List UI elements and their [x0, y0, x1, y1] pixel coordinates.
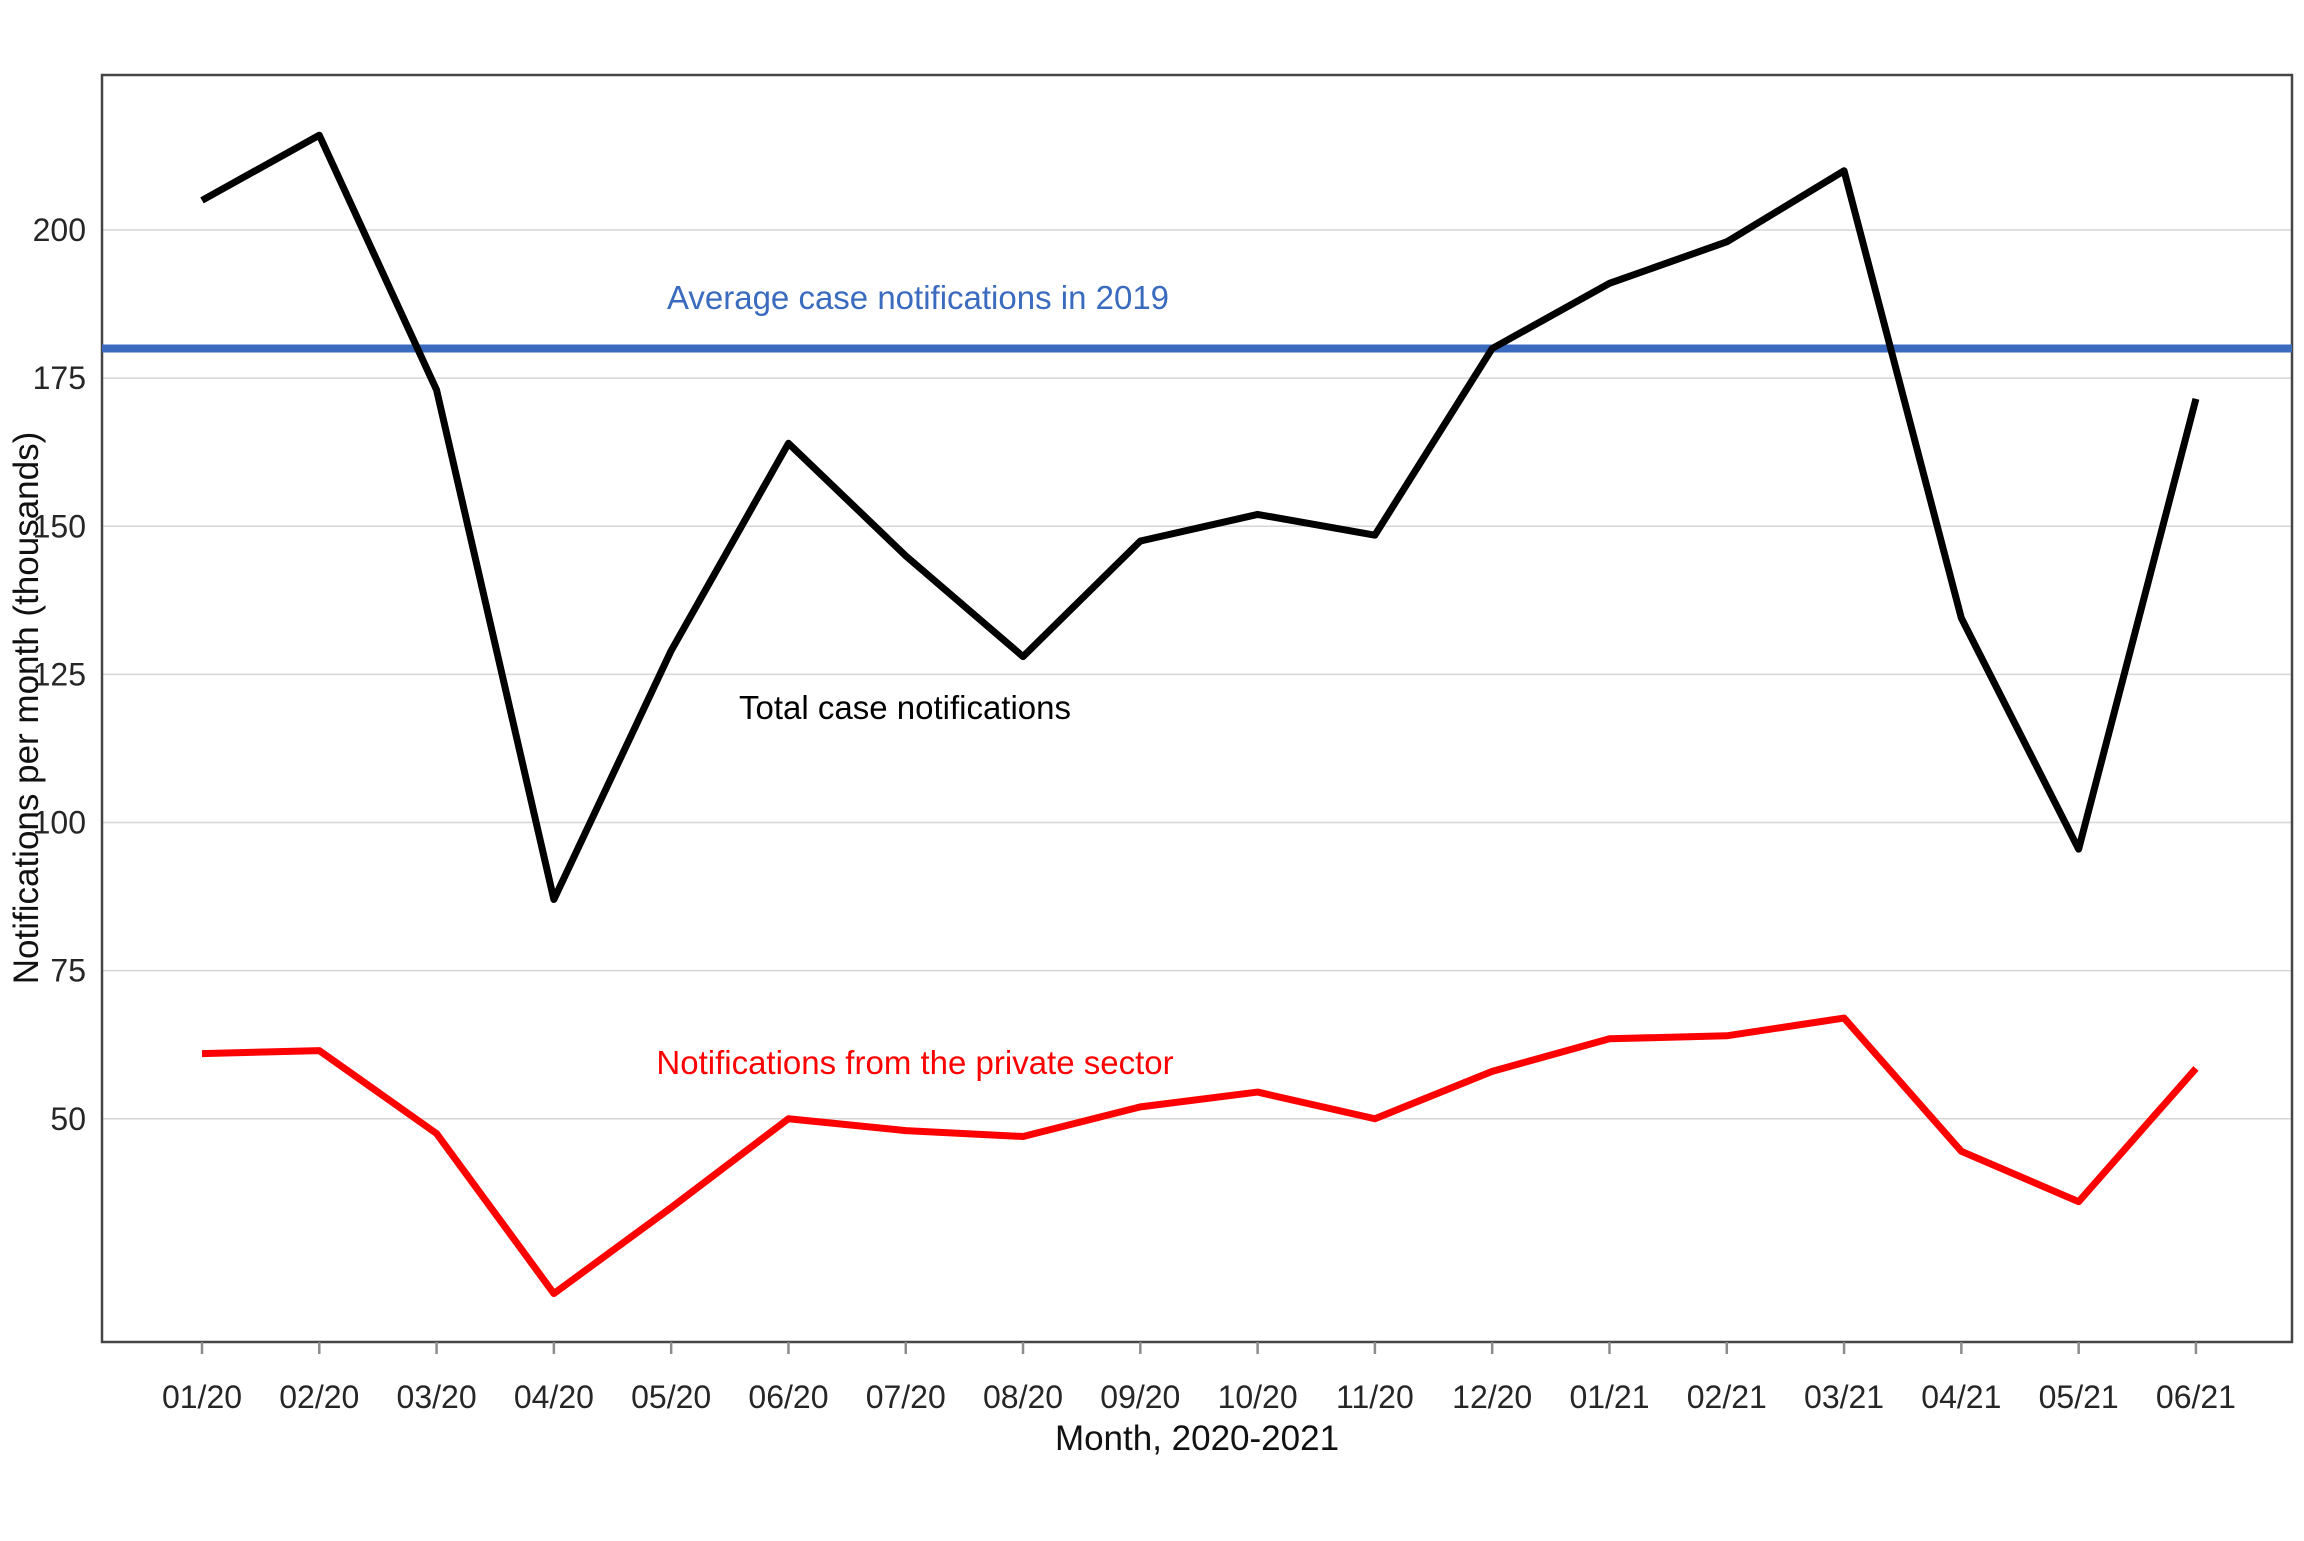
y-tick-label: 100 — [33, 805, 86, 841]
x-tick-label: 02/20 — [279, 1379, 359, 1415]
x-tick-label: 07/20 — [866, 1379, 946, 1415]
x-tick-label: 09/20 — [1100, 1379, 1180, 1415]
x-axis-ticks: 01/20 02/20 03/20 04/20 05/20 06/20 07/20 08/20… — [162, 1342, 2236, 1415]
reference-line-label: Average case notifications in 2019 — [667, 279, 1169, 316]
x-axis-title: Month, 2020-2021 — [1055, 1419, 1339, 1458]
x-tick-label: 03/20 — [397, 1379, 477, 1415]
x-tick-label: 04/21 — [1921, 1379, 2001, 1415]
y-tick-label: 200 — [33, 212, 86, 248]
y-tick-label: 50 — [50, 1101, 86, 1137]
plot-border — [100, 73, 2294, 1344]
total-cases-line — [200, 131, 2200, 904]
private-sector-line — [201, 1014, 2199, 1298]
x-tick-label: 03/21 — [1804, 1379, 1884, 1415]
x-tick-label: 01/20 — [162, 1379, 242, 1415]
private-sector-label: Notifications from the private sector — [656, 1044, 1173, 1081]
x-tick-label: 01/21 — [1569, 1379, 1649, 1415]
x-tick-label: 06/21 — [2156, 1379, 2236, 1415]
x-tick-label: 12/20 — [1452, 1379, 1532, 1415]
y-axis-title: Notifications per month (thousands) — [7, 432, 46, 985]
total-cases-label: Total case notifications — [739, 689, 1071, 726]
y-axis-tick-labels: 200 175 150 125 100 75 50 — [33, 212, 86, 1137]
x-tick-label: 08/20 — [983, 1379, 1063, 1415]
x-tick-label: 05/21 — [2039, 1379, 2119, 1415]
x-tick-label: 10/20 — [1218, 1379, 1298, 1415]
x-tick-label: 04/20 — [514, 1379, 594, 1415]
y-tick-label: 150 — [33, 508, 86, 544]
x-tick-label: 05/20 — [631, 1379, 711, 1415]
gridline-layer — [102, 229, 2292, 1120]
y-tick-label: 75 — [50, 953, 86, 989]
x-tick-label: 02/21 — [1687, 1379, 1767, 1415]
y-tick-label: 175 — [33, 360, 86, 396]
x-tick-label: 06/20 — [748, 1379, 828, 1415]
y-tick-label: 125 — [33, 656, 86, 692]
x-tick-label: 11/20 — [1336, 1379, 1414, 1415]
